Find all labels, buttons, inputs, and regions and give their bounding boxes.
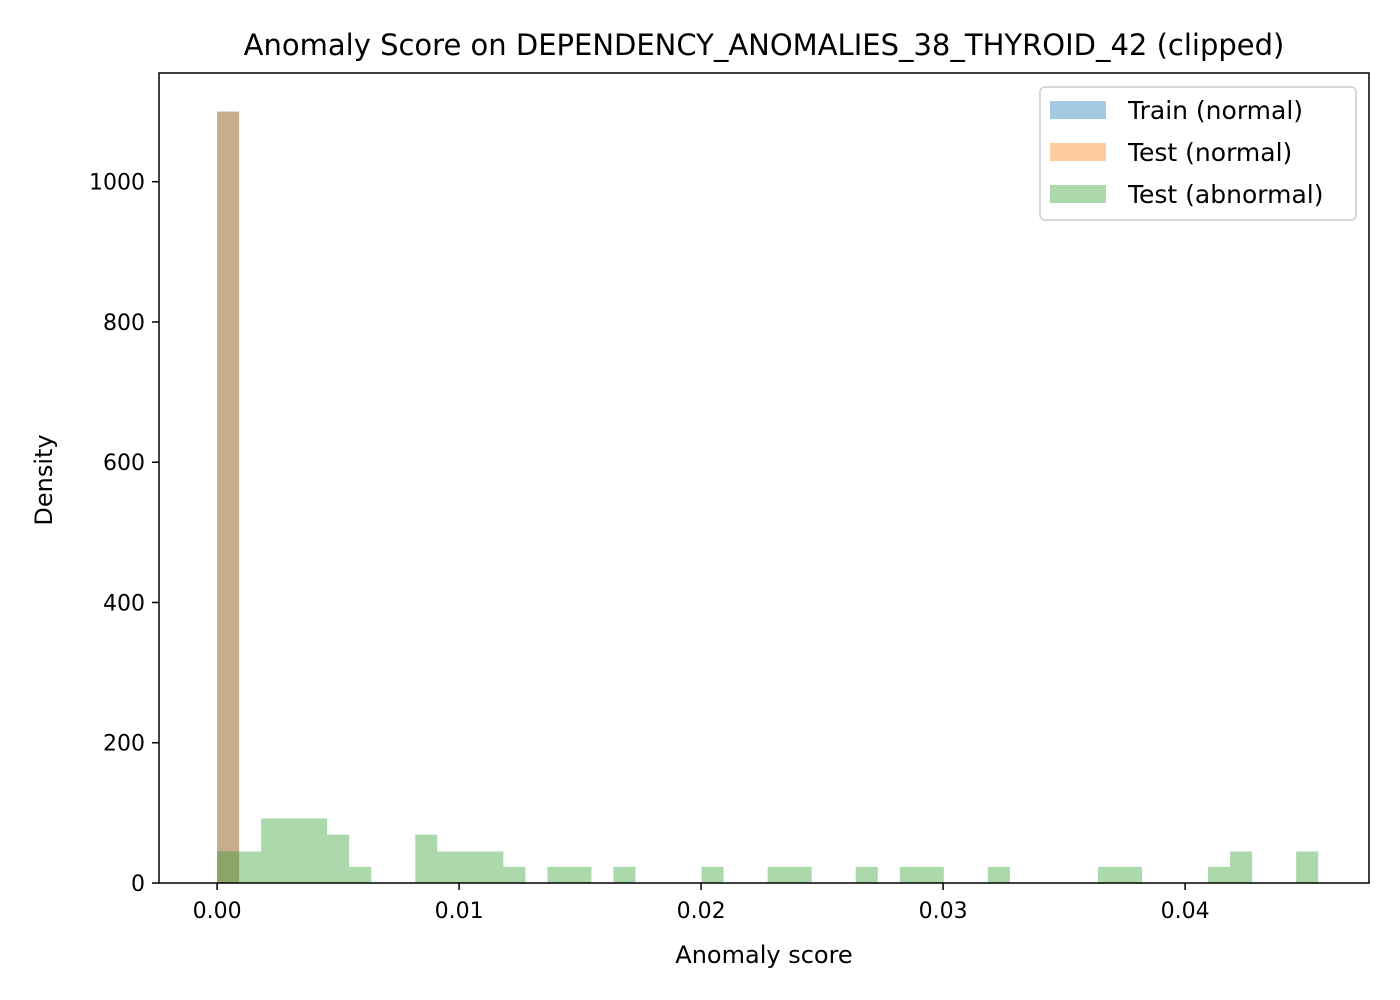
histogram-bar [855, 866, 878, 883]
histogram-bar [481, 851, 504, 883]
y-tick-label: 0 [131, 872, 145, 897]
histogram-bar [437, 851, 460, 883]
histogram-bar [327, 834, 350, 883]
y-tick-label: 1000 [89, 171, 145, 196]
histogram-bars [217, 111, 1319, 884]
y-tick-label: 800 [103, 311, 145, 336]
y-axis-label: Density [30, 434, 58, 525]
x-tick-label: 0.03 [919, 899, 968, 924]
histogram-bar [569, 866, 592, 883]
x-tick-label: 0.00 [193, 899, 242, 924]
histogram-bar [503, 866, 526, 883]
chart-title: Anomaly Score on DEPENDENCY_ANOMALIES_38… [244, 28, 1285, 62]
x-tick-label: 0.02 [677, 899, 726, 924]
series-1-bars [217, 111, 240, 884]
histogram-bar [1296, 851, 1319, 883]
x-tick-label: 0.01 [435, 899, 484, 924]
legend-box [1039, 86, 1357, 221]
histogram-bar [459, 851, 482, 883]
histogram-bar [613, 866, 636, 883]
histogram-bar [899, 866, 922, 883]
histogram-bar [305, 818, 328, 883]
histogram-bar [987, 866, 1010, 883]
histogram-bar [217, 111, 240, 884]
histogram-bar [767, 866, 790, 883]
legend-entry-label: Test (normal) [1127, 138, 1292, 167]
histogram-bar [1230, 851, 1253, 883]
legend-entry-label: Train (normal) [1127, 96, 1303, 125]
histogram-bar [349, 866, 372, 883]
histogram-bar [1208, 866, 1231, 883]
histogram-bar [415, 834, 438, 883]
histogram-bar [701, 866, 724, 883]
histogram-bar [1097, 866, 1120, 883]
histogram-bar [1119, 866, 1143, 883]
histogram-bar [547, 866, 570, 883]
histogram-bar [921, 866, 944, 883]
histogram-bar [239, 851, 262, 883]
histogram-bar [261, 818, 284, 883]
legend-entry-label: Test (abnormal) [1127, 180, 1323, 209]
y-tick-label: 200 [103, 732, 145, 757]
x-axis-label: Anomaly score [675, 941, 852, 969]
x-axis-ticks: 0.00 0.01 0.02 0.03 0.04 [193, 883, 1210, 924]
y-tick-label: 400 [103, 591, 145, 616]
histogram-bar [217, 111, 240, 884]
x-tick-label: 0.04 [1161, 899, 1210, 924]
series-0-bars [217, 111, 240, 884]
histogram-bar [789, 866, 812, 883]
plot-frame [158, 72, 1370, 884]
legend: Train (normal) Test (normal) Test (abnorma… [1039, 86, 1357, 221]
y-axis-ticks: 0 200 400 600 800 1000 [89, 171, 159, 897]
legend-swatch [1050, 143, 1106, 161]
series-2-bars [217, 818, 1319, 883]
legend-swatch [1050, 101, 1106, 119]
histogram-bar [217, 851, 240, 883]
legend-swatch [1050, 185, 1106, 203]
y-tick-label: 600 [103, 451, 145, 476]
histogram-bar [283, 818, 306, 883]
